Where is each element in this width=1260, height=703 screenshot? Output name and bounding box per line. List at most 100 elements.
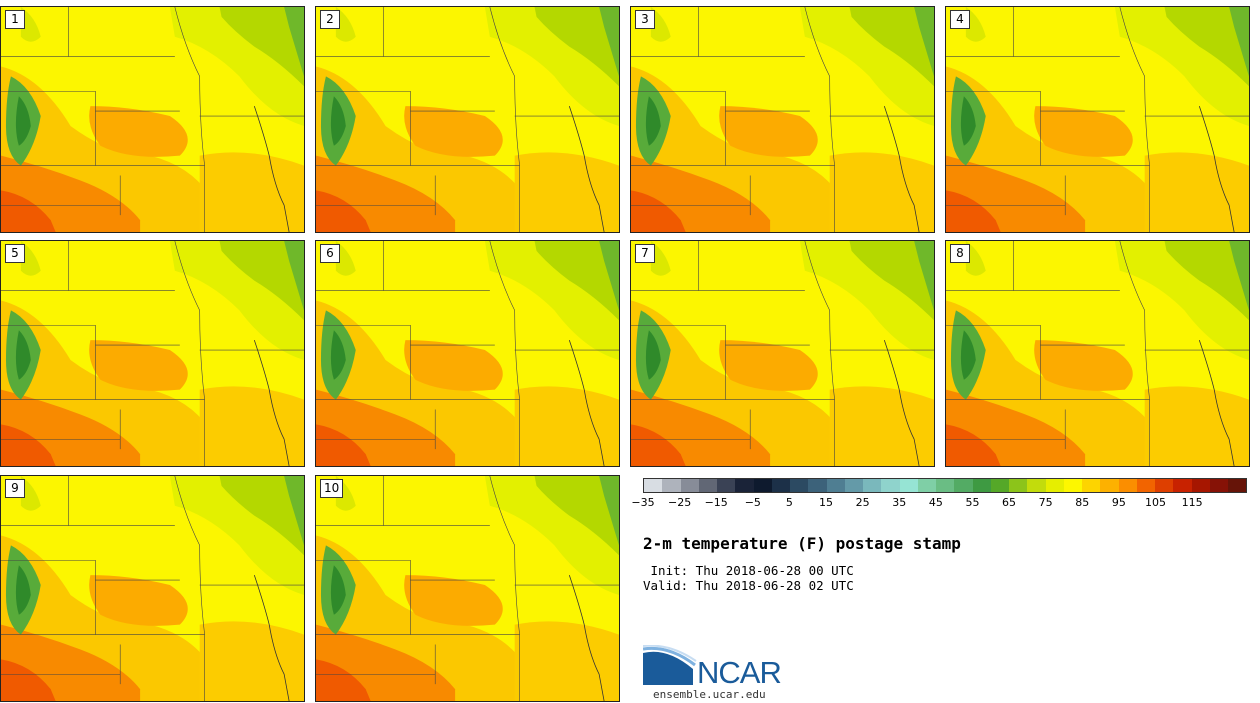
northwest-cool (20, 7, 41, 42)
panel-3: 3 (630, 6, 935, 233)
southeast-warm (829, 386, 934, 466)
colorbar-tick-label: 115 (1181, 496, 1203, 509)
state-border (489, 476, 520, 635)
state-border (174, 7, 205, 166)
mountain-coldest (645, 96, 661, 146)
panel-label: 3 (635, 10, 655, 29)
colorbar-segment (680, 479, 699, 492)
temperature-map (316, 476, 619, 701)
hot-region (89, 340, 188, 391)
green-region (534, 7, 619, 87)
colorbar-segment (954, 479, 973, 492)
river (253, 574, 290, 701)
panel-5: 5 (0, 240, 305, 467)
hottest-region (631, 190, 686, 232)
panel-label: 1 (5, 10, 25, 29)
panel-7: 7 (630, 240, 935, 467)
colorbar-segment (972, 479, 991, 492)
colorbar-segment (917, 479, 936, 492)
colorbar-segment (1209, 479, 1228, 492)
colorbar-tick-label: 75 (1038, 496, 1053, 509)
hottest-region (946, 424, 1001, 466)
hottest-region (1, 424, 56, 466)
hottest-region (631, 424, 686, 466)
river (883, 105, 920, 232)
lake-shore (284, 241, 304, 311)
mountain-coldest (15, 96, 31, 146)
panel-2: 2 (315, 6, 620, 233)
colorbar-tick-label: −15 (704, 496, 728, 509)
lake-shore (914, 7, 934, 77)
state-border (1119, 241, 1150, 400)
hot-region (719, 340, 818, 391)
colorbar-tick-label: 15 (819, 496, 834, 509)
temperature-map (1, 241, 304, 466)
northwest-cool (650, 241, 671, 276)
temperature-colorbar (643, 478, 1247, 493)
state-border (174, 476, 205, 635)
state-border (174, 241, 205, 400)
state-border (1, 324, 180, 346)
panel-label: 9 (5, 479, 25, 498)
colorbar-tick-label: 95 (1111, 496, 1126, 509)
green-region (534, 241, 619, 321)
southeast-warm (199, 386, 304, 466)
mountain-coldest (645, 330, 661, 380)
colorbar-segment (1082, 479, 1101, 492)
panel-label: 4 (950, 10, 970, 29)
panel-9: 9 (0, 475, 305, 702)
colorbar-segment (790, 479, 809, 492)
green-region (1164, 7, 1249, 87)
lake-shore (599, 241, 619, 311)
colorbar-segment (990, 479, 1009, 492)
colorbar-tick-label: 55 (965, 496, 980, 509)
colorbar-segment (936, 479, 955, 492)
hot-region (404, 106, 503, 157)
state-border (1, 559, 180, 581)
mountain-coldest (960, 96, 976, 146)
northwest-cool (335, 7, 356, 42)
colorbar-ticks: −35 −25 −15 −5 5 15 25 35 45 55 65 75 85 95 105 115 (631, 496, 1247, 514)
colorbar-segment (735, 479, 754, 492)
southeast-warm (199, 621, 304, 701)
northwest-cool (650, 7, 671, 42)
southeast-warm (829, 152, 934, 232)
colorbar-tick-label: 105 (1144, 496, 1166, 509)
river (568, 574, 605, 701)
state-border (316, 90, 495, 112)
hot-region (719, 106, 818, 157)
hot-region (89, 106, 188, 157)
panel-label: 6 (320, 244, 340, 263)
chart-title: 2-m temperature (F) postage stamp (643, 534, 961, 553)
southeast-warm (199, 152, 304, 232)
colorbar-segment (808, 479, 827, 492)
colorbar-segment (826, 479, 845, 492)
northwest-cool (335, 241, 356, 276)
southeast-warm (514, 152, 619, 232)
hot-region (1034, 106, 1133, 157)
colorbar-segment (771, 479, 790, 492)
hottest-region (946, 190, 1001, 232)
colorbar-segment (662, 479, 681, 492)
river (568, 339, 605, 466)
colorbar-segment (863, 479, 882, 492)
colorbar-segment (881, 479, 900, 492)
hot-region (404, 575, 503, 626)
state-border (316, 559, 495, 581)
site-url: ensemble.ucar.edu (653, 688, 766, 701)
green-region (849, 7, 934, 87)
state-border (804, 241, 835, 400)
temperature-map (1, 476, 304, 701)
panel-1: 1 (0, 6, 305, 233)
colorbar-segment (1136, 479, 1155, 492)
green-region (219, 241, 304, 321)
lake-shore (599, 476, 619, 546)
state-border (946, 90, 1125, 112)
mountain-coldest (960, 330, 976, 380)
colorbar-segment (1118, 479, 1137, 492)
green-region (849, 241, 934, 321)
colorbar-segment (753, 479, 772, 492)
colorbar-tick-label: −5 (744, 496, 761, 509)
panel-4: 4 (945, 6, 1250, 233)
mountain-coldest (330, 565, 346, 615)
